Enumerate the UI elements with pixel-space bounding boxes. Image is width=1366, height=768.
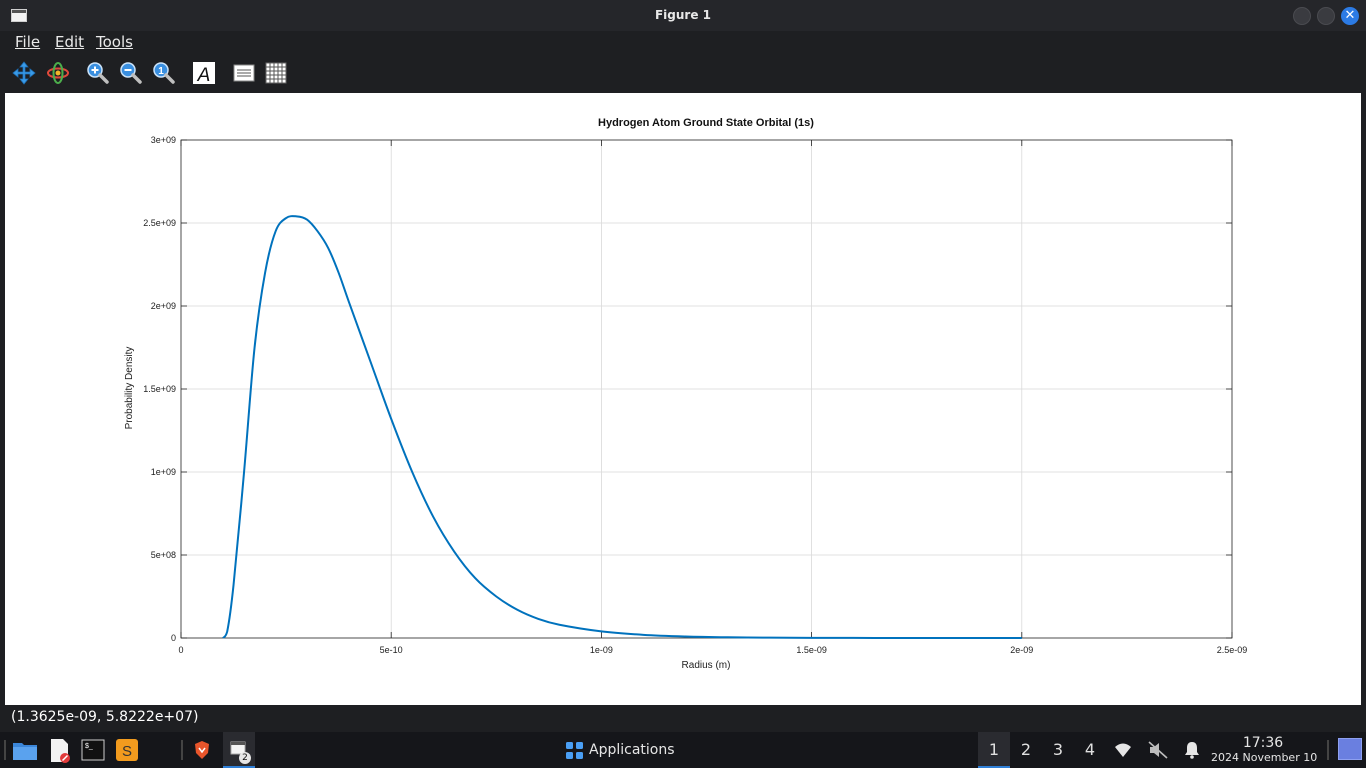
window-count-badge: 2 <box>239 752 251 764</box>
taskbar: $_ S 2 Applications 1 2 3 4 17:36 2024 N… <box>0 732 1366 768</box>
file-manager-icon[interactable] <box>12 739 38 761</box>
window-titlebar[interactable]: Figure 1 ✕ <box>0 0 1366 31</box>
window-title: Figure 1 <box>654 8 712 22</box>
workspace-1[interactable]: 1 <box>978 732 1010 768</box>
x-axis-label: Radius (m) <box>682 660 731 671</box>
workspace-4[interactable]: 4 <box>1084 740 1096 759</box>
active-window-task[interactable]: 2 <box>223 732 255 768</box>
y-tick-label: 1e+09 <box>151 467 176 477</box>
svg-text:1: 1 <box>158 66 164 77</box>
cursor-coordinates: (1.3625e-09, 5.8222e+07) <box>11 709 199 725</box>
y-tick-label: 5e+08 <box>151 550 176 560</box>
figure-window-icon <box>230 741 246 755</box>
statusbar: (1.3625e-09, 5.8222e+07) <box>0 705 1366 732</box>
x-tick-label: 1e-09 <box>590 645 613 655</box>
workspace-2[interactable]: 2 <box>1020 740 1032 759</box>
zoom-reset-icon[interactable]: 1 <box>151 61 175 85</box>
menubar: File Edit Tools <box>0 31 1366 53</box>
figure-canvas[interactable]: Hydrogen Atom Ground State Orbital (1s) … <box>5 93 1361 705</box>
x-tick-label: 0 <box>178 645 183 655</box>
wifi-icon[interactable] <box>1114 742 1132 758</box>
y-tick-label: 0 <box>171 633 176 643</box>
zoom-out-icon[interactable] <box>118 61 142 85</box>
clock-date: 2024 November 10 <box>1211 751 1318 764</box>
volume-muted-icon[interactable] <box>1148 741 1168 759</box>
x-tick-label: 5e-10 <box>380 645 403 655</box>
notifications-icon[interactable] <box>1184 741 1200 759</box>
toolbar: 1 A <box>0 53 1366 93</box>
menu-file[interactable]: File <box>15 33 41 51</box>
legend-icon[interactable] <box>232 61 256 85</box>
sublime-icon[interactable]: S <box>116 739 138 761</box>
pan-icon[interactable] <box>12 61 36 85</box>
clock[interactable]: 17:36 2024 November 10 <box>1211 735 1318 765</box>
svg-text:$_: $_ <box>85 743 93 750</box>
zoom-in-icon[interactable] <box>85 61 109 85</box>
window-icon <box>11 9 27 22</box>
terminal-icon[interactable]: $_ <box>81 739 105 761</box>
show-desktop-button[interactable] <box>1338 738 1362 760</box>
y-axis-label: Probability Density <box>124 347 135 430</box>
svg-text:S: S <box>122 743 132 760</box>
y-tick-label: 3e+09 <box>151 135 176 145</box>
chart-title: Hydrogen Atom Ground State Orbital (1s) <box>598 117 814 129</box>
menu-edit[interactable]: Edit <box>55 33 85 51</box>
svg-text:A: A <box>197 65 211 85</box>
y-tick-label: 2e+09 <box>151 301 176 311</box>
x-tick-label: 2.5e-09 <box>1217 645 1248 655</box>
taskbar-separator <box>4 740 6 760</box>
text-icon[interactable]: A <box>192 61 216 85</box>
grid-icon[interactable] <box>264 61 288 85</box>
text-editor-icon[interactable] <box>48 738 72 764</box>
y-tick-label: 2.5e+09 <box>143 218 176 228</box>
applications-label: Applications <box>589 742 675 758</box>
clock-time: 17:36 <box>1242 735 1284 751</box>
taskbar-separator <box>181 740 183 760</box>
y-tick-label: 1.5e+09 <box>143 384 176 394</box>
apps-grid-icon <box>566 742 583 759</box>
close-button[interactable]: ✕ <box>1341 7 1359 25</box>
rotate-icon[interactable] <box>46 61 70 85</box>
series-line <box>222 215 1022 639</box>
minimize-button[interactable] <box>1293 7 1311 25</box>
brave-browser-icon[interactable] <box>192 740 212 760</box>
maximize-button[interactable] <box>1317 7 1335 25</box>
x-tick-label: 2e-09 <box>1010 645 1033 655</box>
taskbar-separator <box>1327 740 1329 760</box>
plot-area[interactable]: Hydrogen Atom Ground State Orbital (1s) … <box>5 93 1361 705</box>
menu-tools[interactable]: Tools <box>96 33 133 51</box>
x-tick-label: 1.5e-09 <box>796 645 827 655</box>
workspace-3[interactable]: 3 <box>1052 740 1064 759</box>
